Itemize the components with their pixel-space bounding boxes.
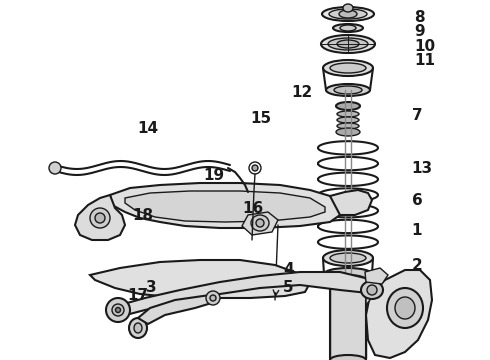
Ellipse shape xyxy=(367,285,377,295)
Ellipse shape xyxy=(210,295,216,301)
Ellipse shape xyxy=(340,25,356,31)
Ellipse shape xyxy=(343,4,353,12)
Ellipse shape xyxy=(206,291,220,305)
Polygon shape xyxy=(365,268,388,284)
Polygon shape xyxy=(366,285,370,305)
Text: 19: 19 xyxy=(203,168,224,183)
Text: 13: 13 xyxy=(412,161,433,176)
Ellipse shape xyxy=(90,208,110,228)
Polygon shape xyxy=(120,272,370,316)
Ellipse shape xyxy=(112,304,124,316)
Text: 10: 10 xyxy=(414,39,435,54)
Text: 8: 8 xyxy=(414,10,425,25)
Ellipse shape xyxy=(339,10,357,18)
Ellipse shape xyxy=(334,86,362,94)
Ellipse shape xyxy=(49,162,61,174)
Ellipse shape xyxy=(330,63,366,73)
Ellipse shape xyxy=(387,288,423,328)
Text: 5: 5 xyxy=(283,280,294,296)
Text: 12: 12 xyxy=(292,85,313,100)
Polygon shape xyxy=(110,183,340,228)
Text: 16: 16 xyxy=(243,201,264,216)
Text: 9: 9 xyxy=(414,24,425,39)
Polygon shape xyxy=(125,191,325,222)
Ellipse shape xyxy=(116,307,121,312)
Ellipse shape xyxy=(321,35,375,53)
Text: 11: 11 xyxy=(414,53,435,68)
Ellipse shape xyxy=(361,281,383,299)
Ellipse shape xyxy=(329,9,367,19)
Ellipse shape xyxy=(129,318,147,338)
Ellipse shape xyxy=(251,215,269,231)
Ellipse shape xyxy=(252,165,258,171)
Ellipse shape xyxy=(395,297,415,319)
Ellipse shape xyxy=(134,323,142,333)
Ellipse shape xyxy=(322,7,374,21)
Ellipse shape xyxy=(323,60,373,76)
Text: 1: 1 xyxy=(412,223,422,238)
Ellipse shape xyxy=(336,102,360,110)
Text: 7: 7 xyxy=(412,108,422,123)
Text: 6: 6 xyxy=(412,193,422,208)
Ellipse shape xyxy=(337,123,359,129)
Ellipse shape xyxy=(330,355,366,360)
Ellipse shape xyxy=(106,298,130,322)
Polygon shape xyxy=(75,195,125,240)
Ellipse shape xyxy=(333,24,363,32)
Polygon shape xyxy=(330,190,372,215)
Ellipse shape xyxy=(95,213,105,223)
Text: 15: 15 xyxy=(250,111,271,126)
Ellipse shape xyxy=(337,40,359,48)
Ellipse shape xyxy=(330,275,366,285)
Text: 3: 3 xyxy=(146,280,157,296)
Ellipse shape xyxy=(323,250,373,266)
Text: 14: 14 xyxy=(137,121,158,136)
Polygon shape xyxy=(138,295,215,324)
Text: 17: 17 xyxy=(127,288,148,303)
Ellipse shape xyxy=(330,253,366,263)
Ellipse shape xyxy=(326,84,370,96)
Ellipse shape xyxy=(328,38,368,50)
Ellipse shape xyxy=(336,128,360,136)
Polygon shape xyxy=(366,270,432,358)
Polygon shape xyxy=(242,212,278,235)
Text: 18: 18 xyxy=(132,208,153,223)
Ellipse shape xyxy=(256,219,264,227)
Text: 2: 2 xyxy=(412,258,422,273)
Ellipse shape xyxy=(337,111,359,117)
Bar xyxy=(330,280,366,360)
Text: 4: 4 xyxy=(283,262,294,277)
Ellipse shape xyxy=(337,117,359,123)
Polygon shape xyxy=(90,260,310,298)
Ellipse shape xyxy=(324,268,372,280)
